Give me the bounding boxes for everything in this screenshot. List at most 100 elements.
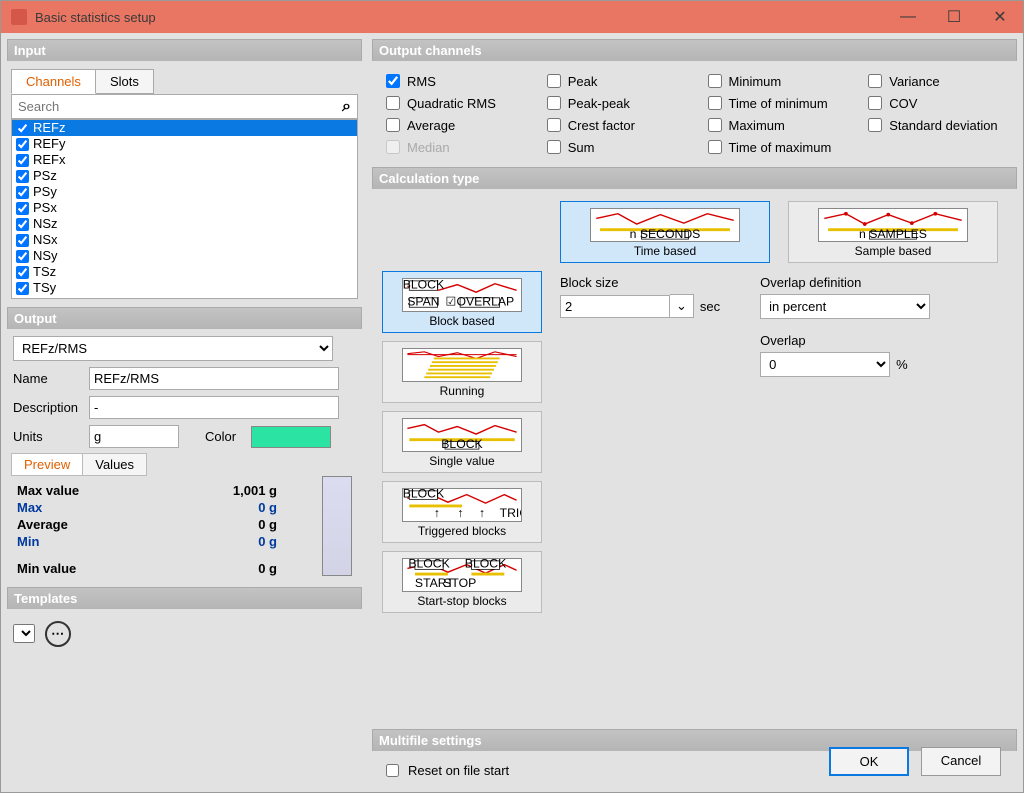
overlap-label: Overlap: [760, 333, 930, 348]
overlap-select[interactable]: 0: [760, 352, 890, 377]
window-title: Basic statistics setup: [35, 10, 885, 25]
list-item-checkbox[interactable]: [16, 186, 29, 199]
list-item[interactable]: TSy: [12, 280, 357, 296]
output-channel-label: Minimum: [729, 74, 782, 89]
svg-text:STOP: STOP: [443, 576, 476, 590]
list-item-label: TSz: [33, 264, 56, 280]
templates-more-icon[interactable]: ⋯: [45, 621, 71, 647]
list-item-label: REFz: [33, 120, 66, 136]
list-item[interactable]: NSz: [12, 216, 357, 232]
list-item[interactable]: NSy: [12, 248, 357, 264]
maxvalue-label: Max value: [17, 483, 79, 498]
close-button[interactable]: ✕: [977, 1, 1023, 33]
window: Basic statistics setup — ☐ ✕ Input Chann…: [0, 0, 1024, 793]
list-item-checkbox[interactable]: [16, 170, 29, 183]
list-item-checkbox[interactable]: [16, 218, 29, 231]
level-bar: [322, 476, 352, 576]
card-time-based[interactable]: n SECONDS Time based: [560, 201, 770, 263]
output-channel-checkbox[interactable]: [547, 96, 561, 110]
units-input[interactable]: [89, 425, 179, 448]
svg-text:BLOCK: BLOCK: [408, 559, 450, 570]
list-item[interactable]: PSz: [12, 168, 357, 184]
block-size-input[interactable]: [560, 295, 670, 318]
list-item-checkbox[interactable]: [16, 234, 29, 247]
maximize-button[interactable]: ☐: [931, 1, 977, 33]
output-channel-checkbox[interactable]: [547, 74, 561, 88]
output-channel-label: Maximum: [729, 118, 785, 133]
svg-text:↑: ↑: [479, 506, 485, 520]
output-channel-checkbox[interactable]: [386, 74, 400, 88]
cancel-button[interactable]: Cancel: [921, 747, 1001, 776]
output-channel-label: Quadratic RMS: [407, 96, 496, 111]
desc-input[interactable]: [89, 396, 339, 419]
channel-list[interactable]: REFzREFyREFxPSzPSyPSxNSzNSxNSyTSzTSy: [11, 119, 358, 299]
card-start-stop[interactable]: BLOCKBLOCKSTARTSTOP Start-stop blocks: [382, 551, 542, 613]
list-item[interactable]: REFy: [12, 136, 357, 152]
output-channel-item: Sum: [543, 137, 686, 157]
name-input[interactable]: [89, 367, 339, 390]
overlap-def-select[interactable]: in percent: [760, 294, 930, 319]
mini-running-icon: [402, 348, 522, 382]
list-item[interactable]: TSz: [12, 264, 357, 280]
output-channel-checkbox[interactable]: [868, 118, 882, 132]
search-icon[interactable]: ⌕: [336, 96, 357, 118]
svg-text:☑OVERLAP: ☑OVERLAP: [446, 294, 515, 308]
svg-text:BLOCK: BLOCK: [465, 559, 507, 570]
list-item[interactable]: PSy: [12, 184, 357, 200]
list-item[interactable]: REFx: [12, 152, 357, 168]
output-channel-label: Variance: [889, 74, 939, 89]
color-swatch[interactable]: [251, 426, 331, 448]
list-item-checkbox[interactable]: [16, 202, 29, 215]
list-item[interactable]: NSx: [12, 232, 357, 248]
output-channel-checkbox[interactable]: [708, 74, 722, 88]
output-channel-checkbox[interactable]: [547, 140, 561, 154]
output-channels-grid: RMSPeakMinimumVarianceQuadratic RMSPeak-…: [372, 65, 1017, 163]
list-item-checkbox[interactable]: [16, 250, 29, 263]
list-item-label: NSy: [33, 248, 58, 264]
output-channel-label: Time of minimum: [729, 96, 828, 111]
output-channel-checkbox[interactable]: [708, 140, 722, 154]
output-channel-checkbox[interactable]: [708, 96, 722, 110]
subtab-preview[interactable]: Preview: [11, 453, 83, 476]
list-item-checkbox[interactable]: [16, 154, 29, 167]
reset-on-file-start-checkbox[interactable]: [386, 764, 399, 777]
list-item-checkbox[interactable]: [16, 282, 29, 295]
card-single-value[interactable]: BLOCK Single value: [382, 411, 542, 473]
search-input[interactable]: [12, 95, 336, 118]
list-item[interactable]: PSx: [12, 200, 357, 216]
subtab-values[interactable]: Values: [82, 453, 147, 476]
list-item-checkbox[interactable]: [16, 266, 29, 279]
output-channel-item: Standard deviation: [864, 115, 1007, 135]
output-select[interactable]: REFz/RMS: [13, 336, 333, 361]
avg-val: 0 g: [258, 517, 277, 532]
tab-channels[interactable]: Channels: [11, 69, 96, 94]
list-item-label: NSx: [33, 232, 58, 248]
list-item-checkbox[interactable]: [16, 122, 29, 135]
list-item[interactable]: REFz: [12, 120, 357, 136]
svg-text:↑: ↑: [434, 506, 440, 520]
output-channel-item: Time of maximum: [704, 137, 847, 157]
output-channel-checkbox[interactable]: [868, 96, 882, 110]
tab-slots[interactable]: Slots: [95, 69, 154, 94]
card-sample-based[interactable]: n SAMPLES Sample based: [788, 201, 998, 263]
reset-on-file-start-label: Reset on file start: [408, 763, 509, 778]
output-channel-checkbox[interactable]: [547, 118, 561, 132]
list-item-checkbox[interactable]: [16, 138, 29, 151]
minvalue-label: Min value: [17, 561, 76, 576]
list-item-label: NSz: [33, 216, 58, 232]
templates-select[interactable]: [13, 624, 35, 643]
output-channel-checkbox[interactable]: [708, 118, 722, 132]
max-val: 0 g: [258, 500, 277, 515]
output-channel-checkbox[interactable]: [868, 74, 882, 88]
card-running[interactable]: Running: [382, 341, 542, 403]
card-block-based[interactable]: BLOCKSPAN☑OVERLAP Block based: [382, 271, 542, 333]
minimize-button[interactable]: —: [885, 1, 931, 33]
overlap-unit: %: [896, 357, 908, 372]
card-triggered[interactable]: BLOCK↑↑↑TRIGGERS Triggered blocks: [382, 481, 542, 543]
output-channel-checkbox[interactable]: [386, 96, 400, 110]
output-header: Output: [7, 307, 362, 329]
block-size-drop[interactable]: ⌄: [670, 294, 694, 318]
ok-button[interactable]: OK: [829, 747, 909, 776]
output-channel-checkbox[interactable]: [386, 118, 400, 132]
min-val: 0 g: [258, 534, 277, 549]
